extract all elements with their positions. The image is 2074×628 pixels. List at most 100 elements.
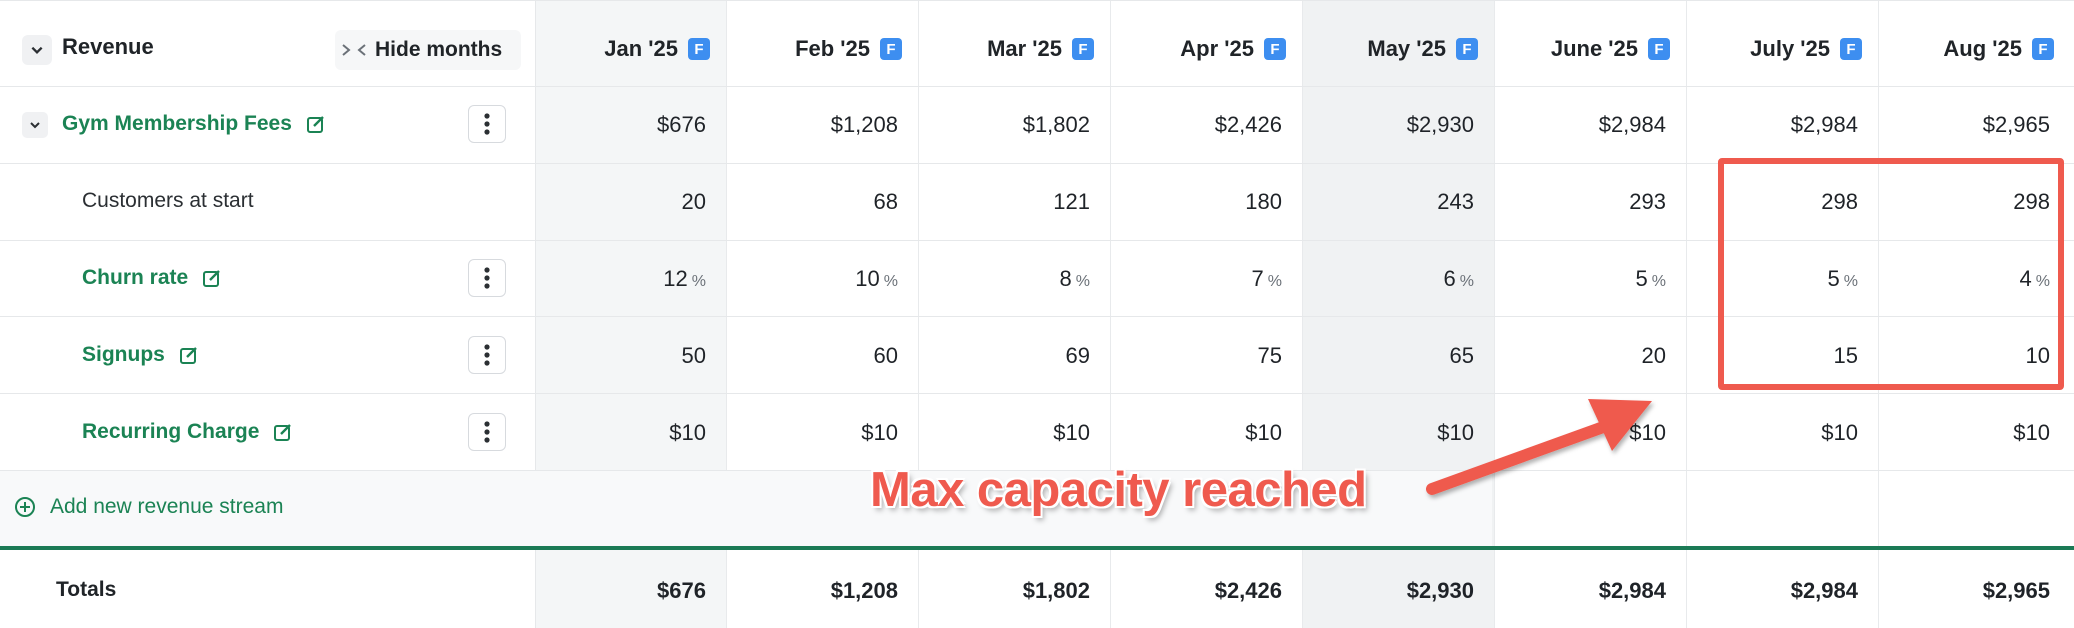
hide-months-button[interactable]: Hide months <box>335 30 521 70</box>
value-cell[interactable]: 69 <box>1066 343 1090 369</box>
value-cell[interactable]: 243 <box>1437 189 1474 215</box>
percent-unit: % <box>1075 273 1090 290</box>
value-cell[interactable]: 6% <box>1444 266 1474 292</box>
value-cell[interactable]: $10 <box>1821 420 1858 446</box>
value-cell[interactable]: 12% <box>663 266 706 292</box>
value-cell[interactable]: $10 <box>1629 420 1666 446</box>
value-cell[interactable]: 180 <box>1245 189 1282 215</box>
value-cell[interactable]: 4% <box>2020 266 2050 292</box>
value-cell[interactable]: $1,208 <box>831 112 898 138</box>
cell-value: 298 <box>2013 189 2050 214</box>
month-header[interactable]: May '25 F <box>1328 34 1478 64</box>
value-cell[interactable]: 20 <box>1642 343 1666 369</box>
total-cell: $2,984 <box>1598 578 1666 603</box>
cell-value: 8 <box>1059 266 1072 291</box>
value-cell[interactable]: 5% <box>1636 266 1666 292</box>
edit-icon[interactable] <box>202 268 222 288</box>
percent-unit: % <box>691 273 706 290</box>
more-options-button[interactable] <box>468 259 506 297</box>
more-options-button[interactable] <box>468 105 506 143</box>
divider <box>0 240 2074 241</box>
month-header[interactable]: July '25 F <box>1712 34 1862 64</box>
value-cell[interactable]: 298 <box>2013 189 2050 215</box>
add-revenue-stream-button[interactable]: Add new revenue stream <box>14 495 283 519</box>
cell-value: 121 <box>1053 189 1090 214</box>
value-cell[interactable]: 65 <box>1450 343 1474 369</box>
value-cell[interactable]: $10 <box>861 420 898 446</box>
value-cell[interactable]: 10% <box>855 266 898 292</box>
value-cell[interactable]: 20 <box>682 189 706 215</box>
cell-value: $2,965 <box>1982 112 2050 137</box>
value-cell[interactable]: 68 <box>874 189 898 215</box>
value-cell[interactable]: 298 <box>1821 189 1858 215</box>
value-cell[interactable]: $2,984 <box>1599 112 1666 138</box>
more-options-button[interactable] <box>468 336 506 374</box>
value-cell[interactable]: $2,426 <box>1215 112 1282 138</box>
row-churn-rate[interactable]: Churn rate <box>82 266 222 290</box>
cell-value: 7 <box>1251 266 1264 291</box>
month-column <box>1111 0 1303 628</box>
more-options-button[interactable] <box>468 413 506 451</box>
month-label: Feb '25 <box>795 36 870 61</box>
month-label: Jan '25 <box>604 36 678 61</box>
value-cell[interactable]: 15 <box>1834 343 1858 369</box>
value-cell[interactable]: 7% <box>1252 266 1282 292</box>
value-cell[interactable]: $10 <box>2013 420 2050 446</box>
collapse-arrows-icon <box>342 44 366 56</box>
value-cell[interactable]: $2,930 <box>1407 112 1474 138</box>
month-header[interactable]: Aug '25 F <box>1904 34 2054 64</box>
month-header[interactable]: Feb '25 F <box>752 34 902 64</box>
forecast-badge: F <box>1072 38 1094 60</box>
stream-gym-membership[interactable]: Gym Membership Fees <box>62 112 326 136</box>
value-cell[interactable]: 121 <box>1053 189 1090 215</box>
edit-icon[interactable] <box>306 114 326 134</box>
row-signups[interactable]: Signups <box>82 343 199 367</box>
value-cell[interactable]: $2,965 <box>1983 112 2050 138</box>
month-header[interactable]: Mar '25 F <box>944 34 1094 64</box>
value-cell[interactable]: 50 <box>682 343 706 369</box>
cell-value: 4 <box>2019 266 2032 291</box>
collapse-revenue-button[interactable] <box>22 35 52 65</box>
month-header[interactable]: Apr '25 F <box>1136 34 1286 64</box>
cell-value: $10 <box>1629 420 1666 445</box>
cell-value: $2,984 <box>1790 112 1858 137</box>
month-header[interactable]: June '25 F <box>1520 34 1670 64</box>
value-cell[interactable]: $676 <box>657 112 706 138</box>
value-cell[interactable]: 293 <box>1629 189 1666 215</box>
month-header[interactable]: Jan '25 F <box>560 34 710 64</box>
kebab-icon <box>484 421 490 443</box>
expand-stream-button[interactable] <box>22 112 48 138</box>
cell-value: 69 <box>1065 343 1090 368</box>
value-cell[interactable]: 10 <box>2026 343 2050 369</box>
row-recurring-charge[interactable]: Recurring Charge <box>82 420 293 444</box>
value-cell[interactable]: 60 <box>874 343 898 369</box>
cell-value: $1,208 <box>830 112 898 137</box>
chevron-down-icon <box>31 46 43 54</box>
cell-value: 20 <box>1641 343 1666 368</box>
total-cell: $1,208 <box>830 578 898 603</box>
month-column <box>1495 0 1687 628</box>
stream-label: Gym Membership Fees <box>62 112 292 135</box>
edit-icon[interactable] <box>273 422 293 442</box>
value-cell[interactable]: 75 <box>1258 343 1282 369</box>
value-cell[interactable]: $10 <box>1053 420 1090 446</box>
cell-value: $10 <box>1053 420 1090 445</box>
value-cell[interactable]: $10 <box>1437 420 1474 446</box>
row-label: Signups <box>82 343 165 366</box>
value-cell[interactable]: $10 <box>669 420 706 446</box>
forecast-badge: F <box>1648 38 1670 60</box>
percent-unit: % <box>1267 273 1282 290</box>
cell-value: 10 <box>855 266 880 291</box>
percent-unit: % <box>1843 273 1858 290</box>
value-cell[interactable]: $10 <box>1245 420 1282 446</box>
cell-value: 75 <box>1257 343 1282 368</box>
value-cell[interactable]: $1,802 <box>1023 112 1090 138</box>
value-cell[interactable]: 8% <box>1060 266 1090 292</box>
value-cell[interactable]: 5% <box>1828 266 1858 292</box>
forecast-badge: F <box>1264 38 1286 60</box>
value-cell[interactable]: $2,984 <box>1791 112 1858 138</box>
cell-value: 293 <box>1629 189 1666 214</box>
month-column <box>1687 0 1879 628</box>
edit-icon[interactable] <box>179 345 199 365</box>
